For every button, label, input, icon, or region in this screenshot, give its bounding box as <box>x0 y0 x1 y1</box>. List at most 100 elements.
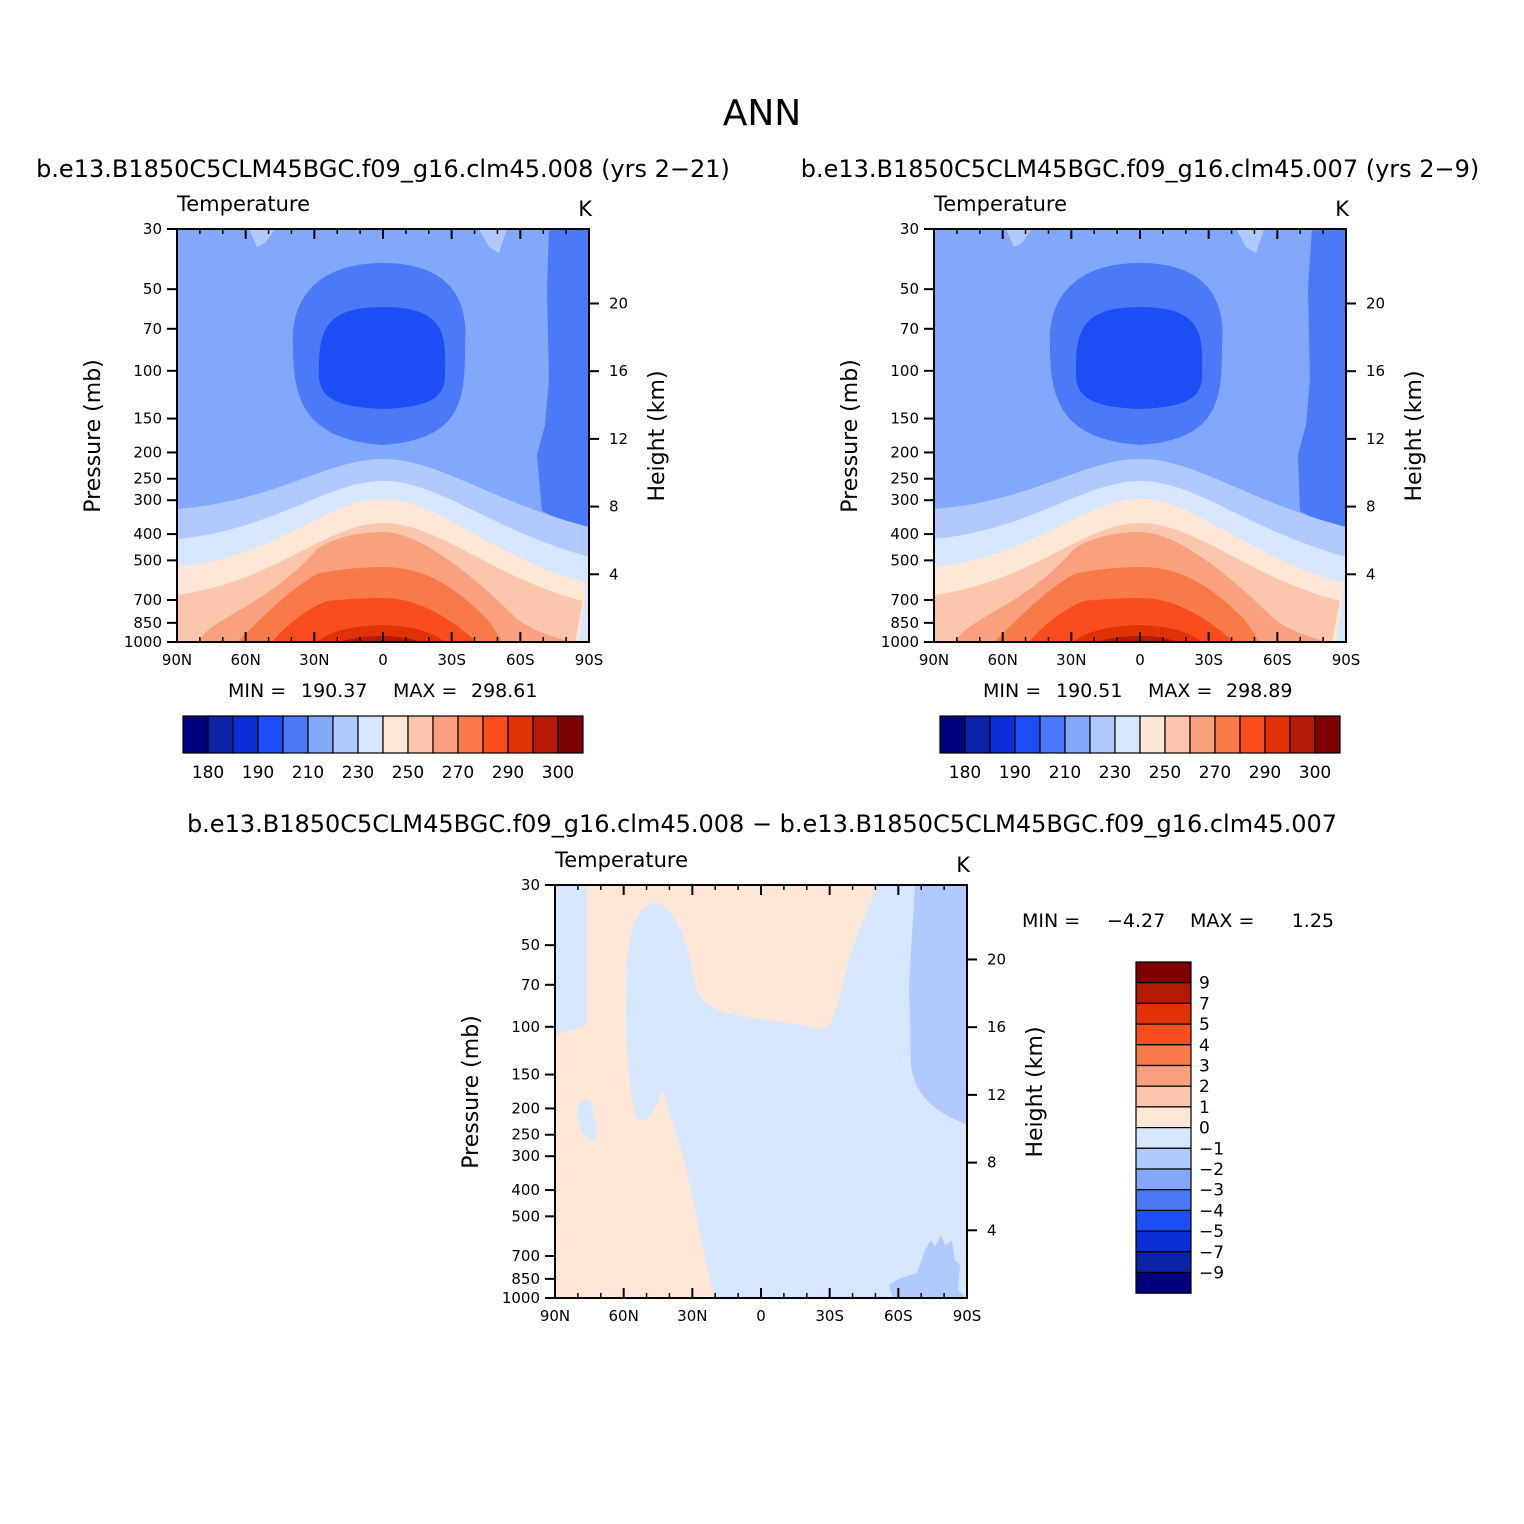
colorbar-label: −5 <box>1199 1222 1224 1242</box>
colorbar-label: 0 <box>1199 1119 1210 1139</box>
colorbar-swatch <box>1135 1044 1192 1067</box>
x-tick-label: 30S <box>1194 651 1223 669</box>
colorbar-label: 9 <box>1199 974 1210 994</box>
colorbar-label: 300 <box>1299 763 1331 783</box>
colorbar-swatch <box>232 715 259 754</box>
colorbar-swatch <box>1164 715 1191 754</box>
max-label: MAX = <box>1190 910 1254 932</box>
max-value: 298.61 <box>471 680 537 702</box>
colorbar-swatch <box>1135 1106 1192 1129</box>
pressure-tick-label: 850 <box>890 614 919 632</box>
colorbar-swatch <box>1135 1023 1192 1046</box>
colorbar-swatch <box>1135 1230 1192 1253</box>
colorbar-swatch <box>482 715 509 754</box>
min-value: 190.51 <box>1056 680 1122 702</box>
contour-fill-230-top-right <box>1236 229 1264 253</box>
panel-title: b.e13.B1850C5CLM45BGC.f09_g16.clm45.008 … <box>187 810 1337 838</box>
pressure-tick-label: 70 <box>143 320 162 338</box>
contour-fill-285 <box>272 598 477 642</box>
colorbar-swatch <box>382 715 409 754</box>
colorbar-swatch <box>1089 715 1116 754</box>
colorbar-swatch <box>1239 715 1266 754</box>
pressure-tick-label: 850 <box>133 614 162 632</box>
colorbar-label: −2 <box>1199 1160 1224 1180</box>
colorbar-swatch <box>1135 961 1192 984</box>
colorbar-label: 270 <box>442 763 474 783</box>
y-axis-title: Pressure (mb) <box>459 1015 484 1169</box>
x-tick-label: 0 <box>378 651 388 669</box>
pressure-tick-label: 50 <box>900 280 919 298</box>
colorbar-swatch <box>1139 715 1166 754</box>
colorbar-swatch <box>332 715 359 754</box>
y2-axis-title: Height (km) <box>645 370 670 501</box>
height-tick-label: 4 <box>1366 565 1376 583</box>
colorbar-swatch <box>1135 1189 1192 1211</box>
variable-label: Temperature <box>554 848 688 872</box>
colorbar-swatch <box>1289 715 1316 754</box>
colorbar-swatch <box>1135 1002 1192 1025</box>
pressure-tick-label: 200 <box>890 443 919 461</box>
contour-field <box>177 229 589 642</box>
pressure-tick-label: 1000 <box>124 633 162 651</box>
colorbar-label: −9 <box>1199 1264 1224 1284</box>
pressure-tick-label: 70 <box>521 976 540 994</box>
colorbar-swatch <box>1214 715 1241 754</box>
panel-title: b.e13.B1850C5CLM45BGC.f09_g16.clm45.008 … <box>36 155 730 183</box>
contour-fill-210-right <box>537 229 589 529</box>
pressure-tick-label: 150 <box>133 410 162 428</box>
min-value: 190.37 <box>301 680 367 702</box>
pressure-tick-label: 1000 <box>881 633 919 651</box>
colorbar-label: 210 <box>292 763 324 783</box>
height-tick-label: 12 <box>987 1086 1006 1104</box>
min-label: MIN = <box>228 680 286 702</box>
colorbar-swatch <box>432 715 459 754</box>
colorbar-swatch <box>557 715 584 754</box>
pressure-tick-label: 700 <box>890 591 919 609</box>
contour-fill-295 <box>341 636 421 642</box>
min-label: MIN = <box>983 680 1041 702</box>
colorbar-label: 2 <box>1199 1077 1210 1097</box>
pressure-tick-label: 150 <box>890 410 919 428</box>
colorbar-label: −4 <box>1199 1201 1224 1221</box>
colorbar-swatch <box>964 715 991 754</box>
colorbar: 180 190 210 230 250 270 290 300 <box>182 715 584 783</box>
x-tick-label: 90S <box>575 651 604 669</box>
pressure-tick-label: 300 <box>133 491 162 509</box>
colorbar-label: 5 <box>1199 1015 1210 1035</box>
y-axis-title: Pressure (mb) <box>81 359 106 513</box>
pressure-tick-label: 400 <box>890 525 919 543</box>
x-tick-label: 60S <box>884 1307 913 1325</box>
colorbar-label: 210 <box>1049 763 1081 783</box>
x-tick-label: 0 <box>756 1307 766 1325</box>
colorbar-swatch <box>507 715 534 754</box>
x-tick-label: 60S <box>506 651 535 669</box>
colorbar-swatch <box>1135 1064 1192 1087</box>
x-tick-label: 60N <box>609 1307 639 1325</box>
max-label: MAX = <box>1148 680 1212 702</box>
colorbar-swatch <box>457 715 484 754</box>
max-label: MAX = <box>393 680 457 702</box>
panel-title: b.e13.B1850C5CLM45BGC.f09_g16.clm45.007 … <box>801 155 1480 183</box>
colorbar-swatch <box>1135 1168 1192 1191</box>
pressure-tick-label: 70 <box>900 320 919 338</box>
y2-axis-title: Height (km) <box>1402 370 1427 501</box>
pressure-tick-label: 700 <box>511 1247 540 1265</box>
colorbar-label: −1 <box>1199 1139 1224 1159</box>
y-axis-title: Pressure (mb) <box>838 359 863 513</box>
pressure-tick-label: 150 <box>511 1066 540 1084</box>
colorbar-swatch <box>182 715 209 754</box>
contour-fill-295 <box>1098 636 1178 642</box>
colorbar-swatch <box>1314 715 1341 754</box>
max-value: 1.25 <box>1292 910 1334 932</box>
contour-fill-290 <box>1074 625 1202 642</box>
colorbar-swatch <box>1064 715 1091 754</box>
pressure-tick-label: 400 <box>511 1181 540 1199</box>
height-tick-label: 16 <box>609 362 628 380</box>
height-tick-label: 20 <box>987 950 1006 968</box>
x-tick-label: 60N <box>231 651 261 669</box>
contour-fill-200-core <box>1075 307 1203 409</box>
colorbar-swatch <box>357 715 384 754</box>
contour-fill-neg2-neg1-corner <box>889 1235 967 1298</box>
colorbar-label: 180 <box>192 763 224 783</box>
units-label: K <box>956 853 971 877</box>
